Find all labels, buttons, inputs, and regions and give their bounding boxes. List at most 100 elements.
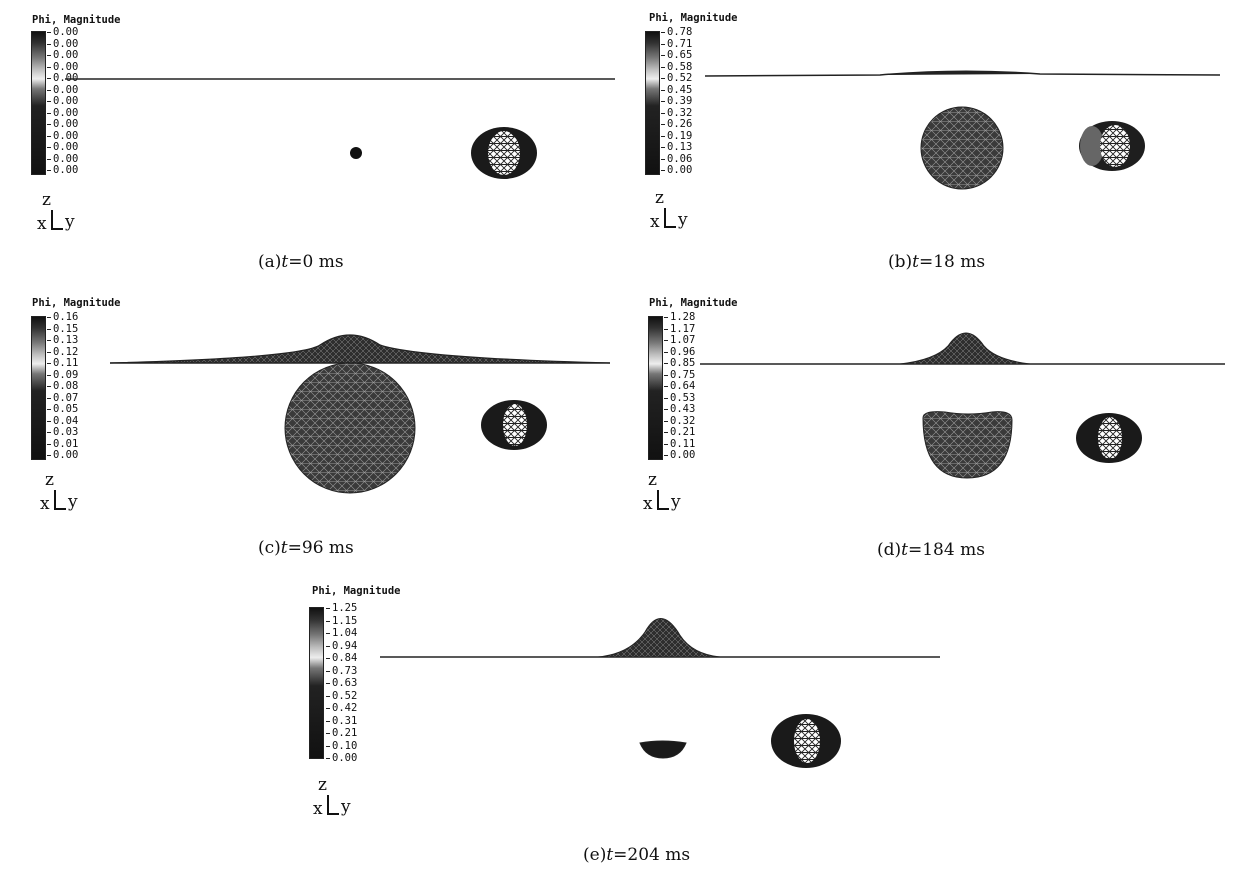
axis-y-label: y [678,210,688,230]
bubble-a [350,147,362,159]
tick-label: 0.21 [663,426,696,438]
bubble-b [920,106,1004,190]
axis-corner [657,490,669,510]
tick-label: 0.52 [325,689,358,702]
axis-x-label: x [37,214,47,234]
droplet-a [471,127,537,179]
tick-label: 0.00 [46,83,79,96]
tick-label: 0.00 [46,72,79,84]
tick-label: 0.31 [325,714,358,727]
tick-label: 0.73 [325,664,358,677]
tick-label: 0.10 [325,739,358,752]
legend-title: Phi, Magnitude [32,14,121,26]
tick-label: 0.11 [663,437,696,450]
axis-y-label: y [341,797,351,817]
tick-label: 0.00 [325,752,358,764]
tick-label: 0.05 [46,403,79,415]
legend-title: Phi, Magnitude [649,12,738,24]
tick-label: 0.58 [660,60,693,73]
surface-b [704,70,1221,77]
colorbar [309,607,324,759]
axis-y-label: y [65,212,75,232]
tick-label: 0.13 [660,141,693,153]
tick-label: 0.04 [46,414,79,427]
caption-d: (d)t=184 ms [877,540,985,560]
tick-label: 0.84 [325,652,358,664]
tick-label: 0.75 [663,368,696,381]
tick-label: 0.06 [660,152,693,165]
axis-x-label: x [650,212,660,232]
tick-label: 0.07 [46,391,79,404]
bubble-d [922,411,1013,479]
legend-title: Phi, Magnitude [312,585,401,597]
tick-label: 0.26 [660,118,693,130]
droplet-e [771,714,841,768]
tick-label: 0.63 [325,677,358,689]
tick-label: 0.08 [46,380,79,392]
axis-corner [327,795,339,815]
bubble-c [284,362,416,494]
tick-label: 0.00 [46,129,79,142]
tick-label: 0.00 [46,141,79,153]
axis-corner [51,210,63,230]
tick-label: 0.52 [660,72,693,84]
axis-triad: z x y [643,470,693,520]
tick-label: 0.71 [660,37,693,50]
tick-label: 0.39 [660,95,693,107]
caption-a: (a)t=0 ms [258,252,344,272]
tick-label: 0.00 [46,95,79,107]
colorbar [645,31,660,175]
tick-label: 0.00 [46,106,79,119]
colorbar [31,316,46,460]
tick-label: 0.00 [46,152,79,165]
axis-x-label: x [643,494,653,514]
tick-label: 0.11 [46,357,79,369]
tick-label: 0.53 [663,391,696,404]
tick-label: 0.13 [46,334,79,346]
axis-corner [54,490,66,510]
axis-z-label: z [318,775,327,795]
axis-z-label: z [648,470,657,490]
tick-label: 0.00 [46,49,79,61]
axis-z-label: z [42,190,51,210]
tick-label: 0.85 [663,357,696,369]
axis-triad: z x y [650,188,700,238]
axis-z-label: z [655,188,664,208]
tick-label: 0.00 [46,60,79,73]
tick-label: 0.32 [663,414,696,427]
axis-x-label: x [313,799,323,819]
tick-label: 1.25 [325,602,358,614]
tick-label: 1.07 [663,334,696,346]
tick-label: 0.78 [660,26,693,38]
tick-label: 0.12 [46,345,79,358]
axis-triad: z x y [40,470,90,520]
colorbar [31,31,46,175]
tick-label: 0.01 [46,437,79,450]
surface-d [700,332,1225,365]
tick-label: 0.43 [663,403,696,415]
caption-b: (b)t=18 ms [888,252,986,272]
tick-label: 0.09 [46,368,79,381]
tick-label: 0.00 [663,449,696,461]
tick-label: 1.28 [663,311,696,323]
tick-label: 1.17 [663,322,696,335]
colorbar [648,316,663,460]
tick-label: 0.00 [46,449,79,461]
axis-triad: z x y [313,775,363,825]
tick-label: 0.32 [660,106,693,119]
axis-x-label: x [40,494,50,514]
caption-c: (c)t=96 ms [258,538,354,558]
axis-corner [664,208,676,228]
tick-label: 0.00 [46,118,79,130]
tick-label: 0.19 [660,129,693,142]
droplet-d [1076,413,1142,463]
tick-label: 0.00 [660,164,693,176]
surface-e [380,618,940,658]
tick-label: 0.00 [46,26,79,38]
tick-label: 1.04 [325,627,358,639]
legend-title: Phi, Magnitude [649,297,738,309]
tick-label: 0.15 [46,322,79,335]
tick-label: 0.03 [46,426,79,438]
droplet-b [1079,121,1145,171]
